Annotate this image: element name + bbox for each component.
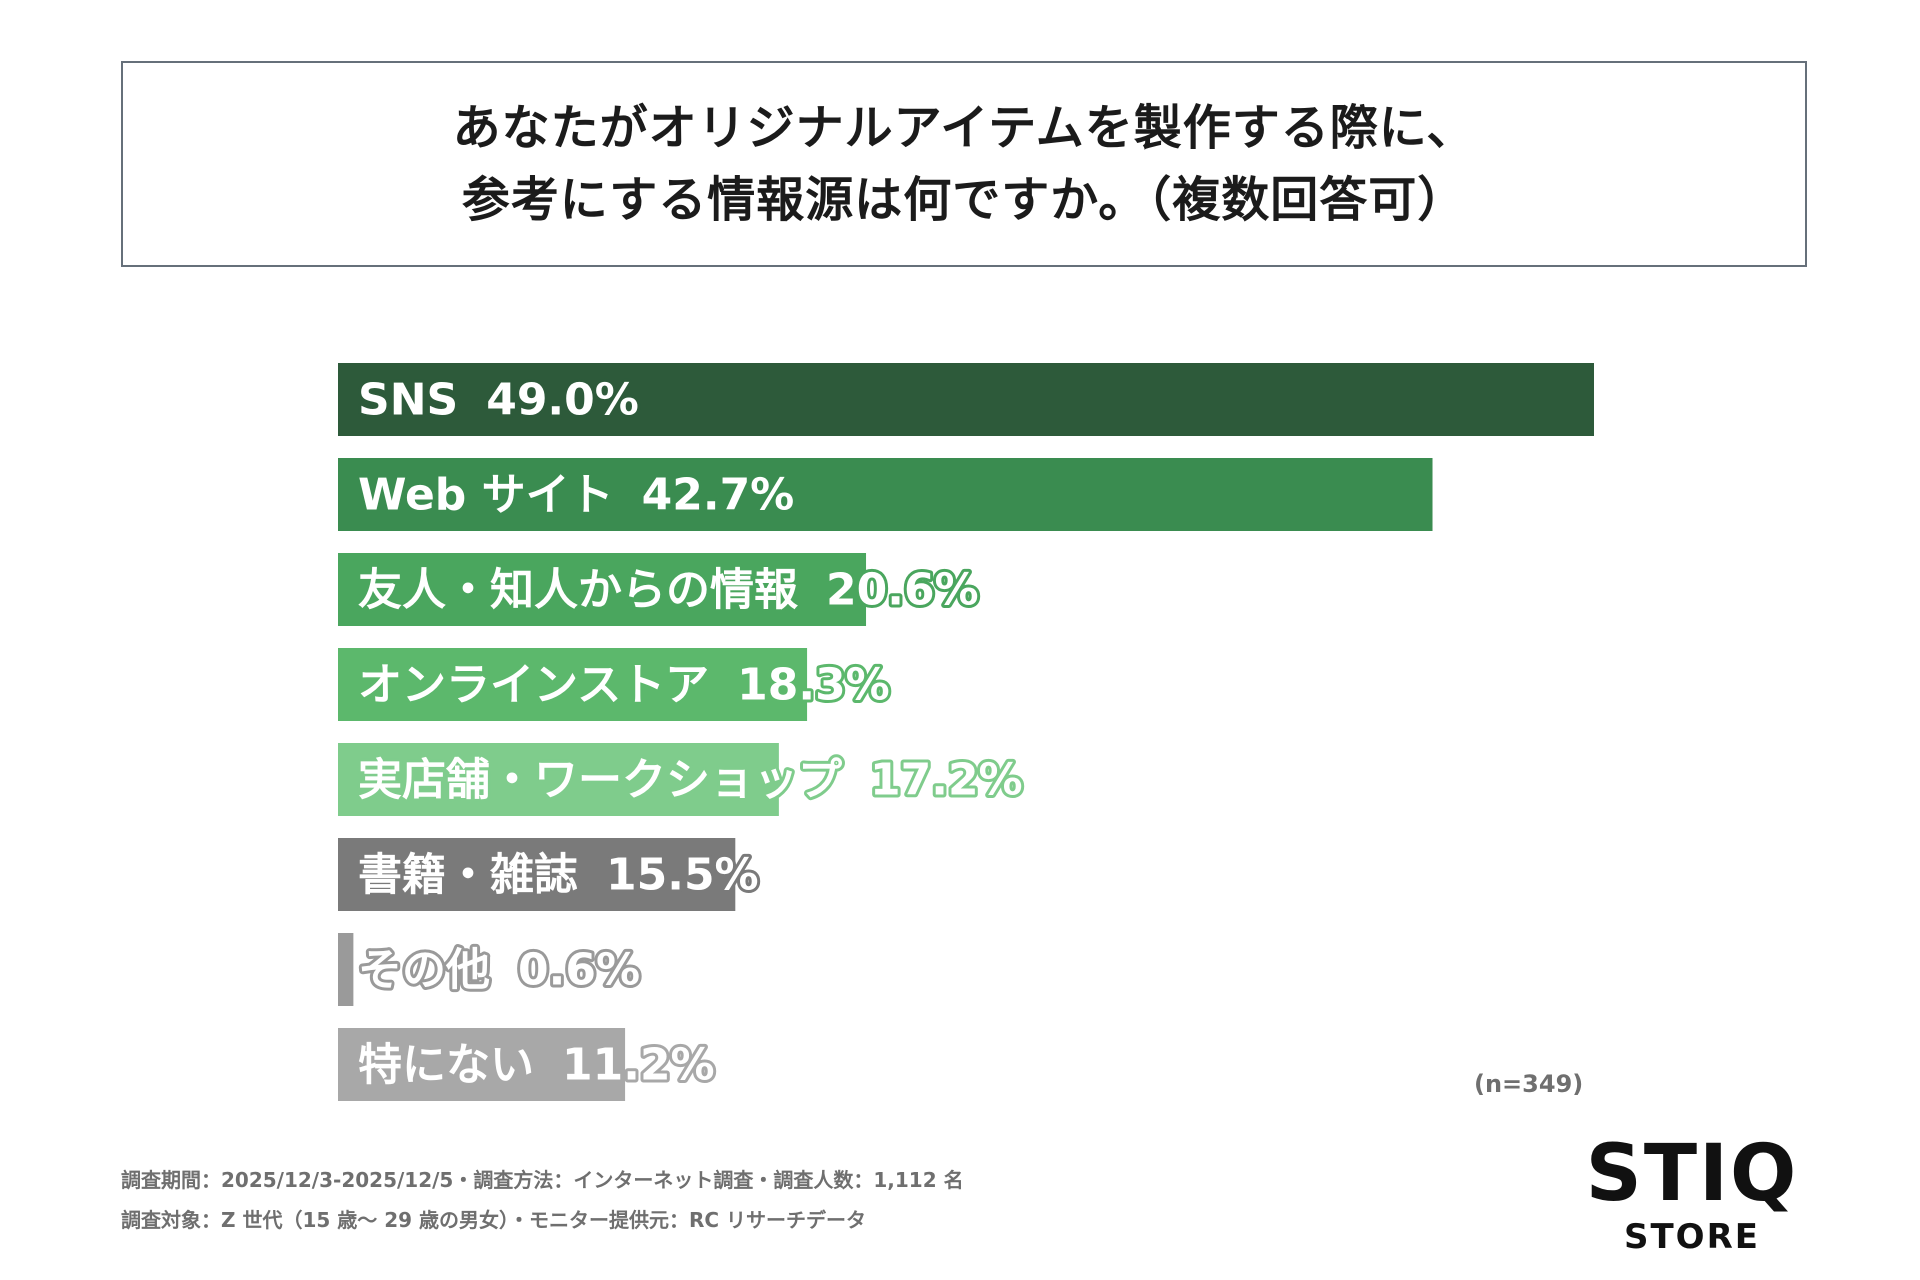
survey-info-line-2: 調査対象：Z 世代（15 歳〜 29 歳の男女）・モニター提供元：RC リサーチ… <box>121 1208 867 1232</box>
value-label-4: 17.2% <box>870 755 1023 806</box>
bar-label-7: 特にない 11.2% <box>358 1040 715 1091</box>
title-box: あなたがオリジナルアイテムを製作する際に、 参考にする情報源は何ですか。（複数回… <box>121 61 1807 267</box>
bar-label-5: 書籍・雑誌 15.5% <box>358 850 759 901</box>
bar-4 <box>338 743 779 816</box>
chart-title-line-2: 参考にする情報源は何ですか。（複数回答可） <box>461 172 1467 228</box>
logo-main-text: STIQ <box>1585 1129 1799 1219</box>
bar-label-1: Web サイト 42.7% <box>358 470 794 521</box>
stiq-store-logo: STIQ STORE <box>1584 1135 1800 1255</box>
category-label-3: オンラインストア <box>358 660 709 711</box>
bar-label-2: 友人・知人からの情報 20.6% <box>358 565 979 616</box>
bar-2 <box>338 553 867 626</box>
bar-5 <box>338 838 736 911</box>
value-label-1: 42.7% <box>642 470 795 521</box>
category-label-7: 特にない <box>358 1040 534 1091</box>
category-label-1: Web サイト <box>358 470 614 521</box>
logo-sub-text: STORE <box>1624 1217 1760 1257</box>
value-label-0: 49.0% <box>486 375 639 426</box>
bar-label-0: SNS 49.0% <box>358 375 639 426</box>
bar-label-4: 実店舗・ワークショップ 17.2% <box>358 755 1023 806</box>
bar-0 <box>338 363 1594 436</box>
bar-3 <box>338 648 808 721</box>
bar-7 <box>338 1028 626 1101</box>
value-label-3: 18.3% <box>737 660 890 711</box>
survey-info-line-1: 調査期間：2025/12/3-2025/12/5・調査方法：インターネット調査・… <box>121 1168 964 1192</box>
value-label-2: 20.6% <box>826 565 979 616</box>
value-label-7: 11.2% <box>562 1040 715 1091</box>
bar-label-6: その他 0.6% <box>358 945 640 996</box>
value-label-6: 0.6% <box>518 945 640 996</box>
sample-size-note: (n=349) <box>1474 1070 1584 1098</box>
value-label-5: 15.5% <box>606 850 759 901</box>
category-label-2: 友人・知人からの情報 <box>358 565 798 616</box>
bar-label-3: オンラインストア 18.3% <box>358 660 890 711</box>
category-label-4: 実店舗・ワークショップ <box>358 755 842 806</box>
chart-title-line-1: あなたがオリジナルアイテムを製作する際に、 <box>452 100 1476 156</box>
bar-1 <box>338 458 1433 531</box>
category-label-5: 書籍・雑誌 <box>358 850 578 901</box>
bar-6 <box>338 933 354 1006</box>
category-label-0: SNS <box>358 375 458 426</box>
category-label-6: その他 <box>358 945 490 996</box>
